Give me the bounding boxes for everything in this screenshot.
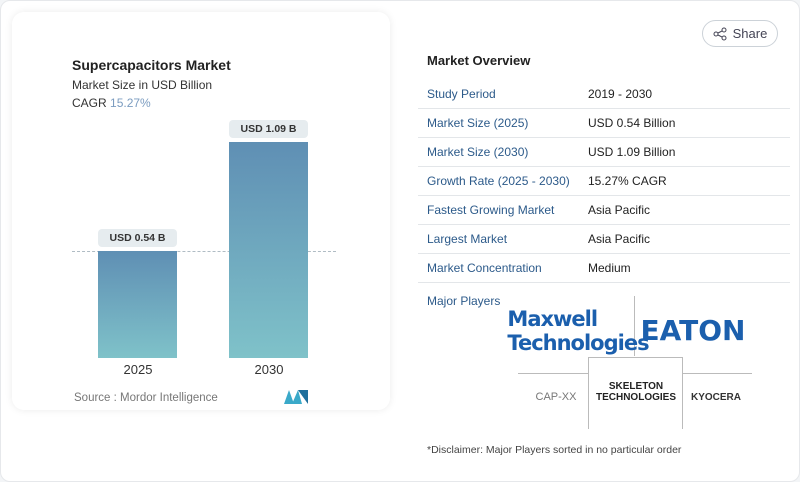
reference-line <box>72 251 336 252</box>
overview-row: Largest Market Asia Pacific <box>418 225 790 254</box>
row-key: Fastest Growing Market <box>427 203 555 217</box>
row-key: Largest Market <box>427 232 508 246</box>
x-tick-label: 2025 <box>123 362 153 377</box>
logo-eaton: EATON <box>640 313 746 347</box>
chart-cagr: CAGR 15.27% <box>72 96 151 110</box>
chart-title: Supercapacitors Market <box>72 57 231 73</box>
overview-row: Market Size (2030) USD 1.09 Billion <box>418 138 790 167</box>
row-value: 2019 - 2030 <box>588 87 653 101</box>
overview-row: Fastest Growing Market Asia Pacific <box>418 196 790 225</box>
logo-capxx: CAP-XX <box>535 391 577 403</box>
share-icon <box>713 27 727 40</box>
bar-2025 <box>98 250 177 358</box>
row-value: 15.27% CAGR <box>588 174 667 188</box>
row-key: Market Concentration <box>427 261 542 275</box>
mordor-logo-icon <box>284 390 308 404</box>
share-button[interactable]: Share <box>702 20 778 47</box>
disclaimer: *Disclaimer: Major Players sorted in no … <box>427 444 682 456</box>
player-box <box>588 357 683 429</box>
logo-skeleton: SKELETON TECHNOLOGIES <box>595 381 676 403</box>
data-label: USD 0.54 B <box>98 228 177 247</box>
row-key: Market Size (2025) <box>427 116 529 130</box>
major-players-label: Major Players <box>427 294 501 308</box>
row-key: Study Period <box>427 87 496 101</box>
row-value: Medium <box>588 261 631 275</box>
divider <box>518 373 588 374</box>
row-value: USD 0.54 Billion <box>588 116 676 130</box>
row-key: Market Size (2030) <box>427 145 529 159</box>
chart-subtitle: Market Size in USD Billion <box>72 78 213 92</box>
row-key: Growth Rate (2025 - 2030) <box>427 174 570 188</box>
chart-source: Source : Mordor Intelligence <box>74 392 218 404</box>
row-value: USD 1.09 Billion <box>588 145 676 159</box>
share-label: Share <box>732 26 768 41</box>
divider <box>682 373 752 374</box>
cagr-label: CAGR <box>72 96 107 110</box>
divider <box>634 296 635 356</box>
logo-maxwell: Maxwell Technologies <box>507 307 649 355</box>
cagr-value: 15.27% <box>110 96 151 110</box>
overview-row: Market Concentration Medium <box>418 254 790 283</box>
row-value: Asia Pacific <box>588 232 651 246</box>
chart-card <box>12 12 390 410</box>
overview-row: Study Period 2019 - 2030 <box>418 80 790 109</box>
row-value: Asia Pacific <box>588 203 651 217</box>
overview-heading: Market Overview <box>427 53 531 68</box>
bar-2030 <box>229 142 308 358</box>
overview-row: Market Size (2025) USD 0.54 Billion <box>418 109 790 138</box>
logo-kyocera: KYOCERA <box>690 391 741 403</box>
x-tick-label: 2030 <box>254 362 284 377</box>
data-label: USD 1.09 B <box>229 120 308 138</box>
overview-row: Growth Rate (2025 - 2030) 15.27% CAGR <box>418 167 790 196</box>
